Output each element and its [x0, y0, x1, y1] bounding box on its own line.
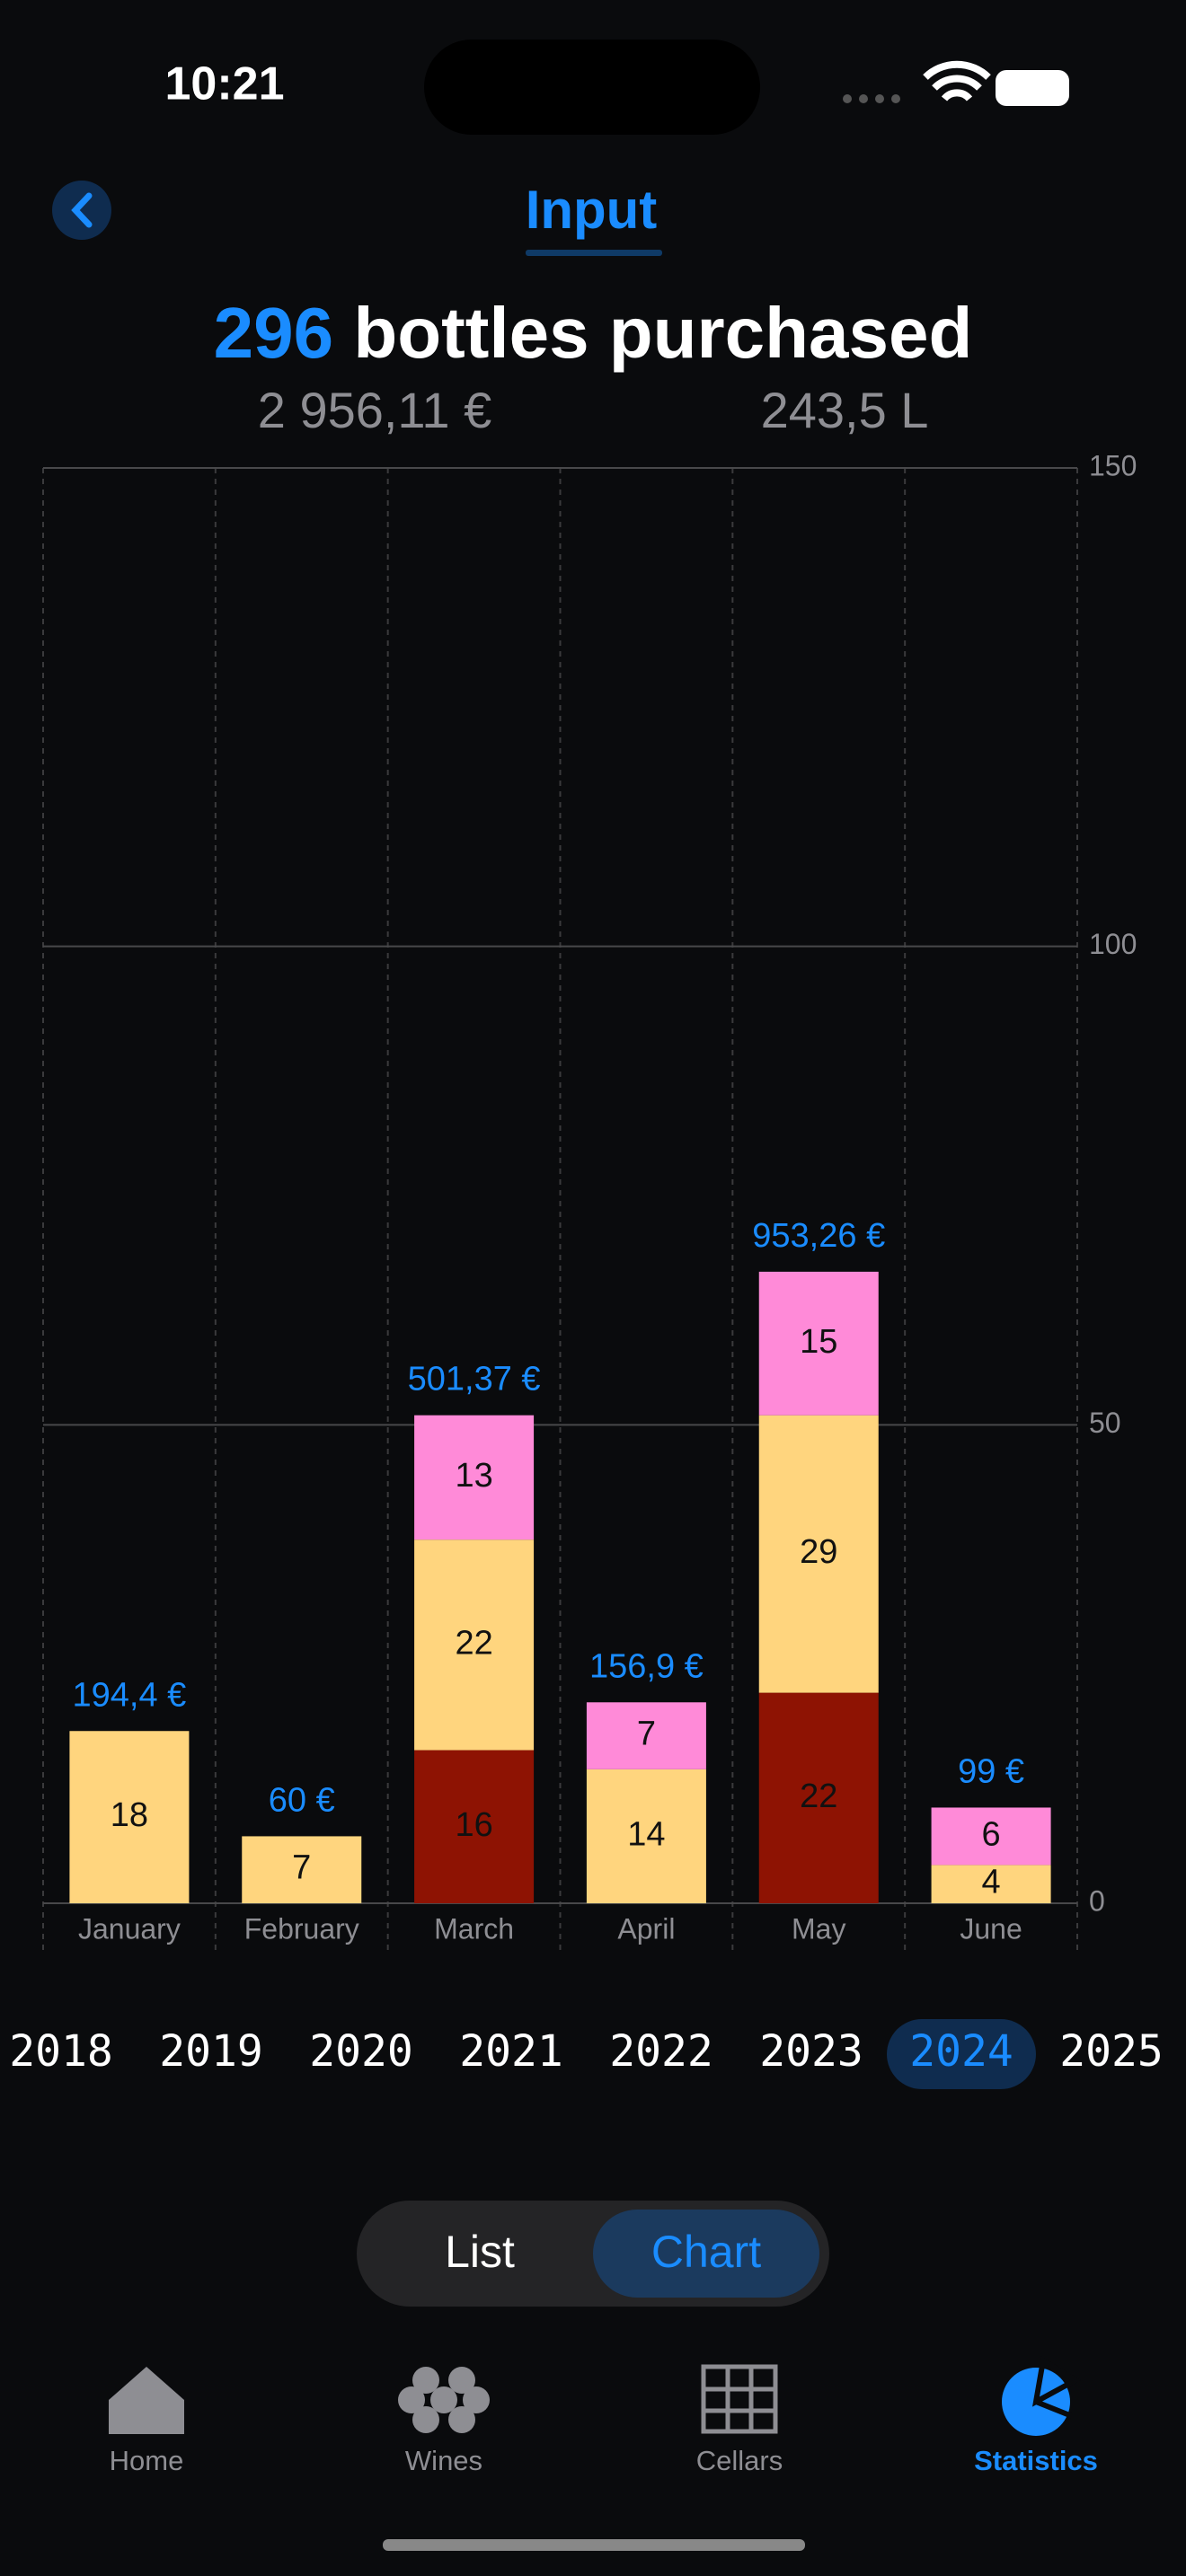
y-tick-label: 100	[1089, 928, 1137, 960]
page-title: Input	[526, 180, 658, 240]
tab-icon	[463, 2386, 490, 2413]
tab-label[interactable]: Wines	[405, 2445, 482, 2476]
total-volume: 243,5 L	[761, 382, 929, 438]
battery	[996, 70, 1069, 106]
bar-segment	[931, 1865, 1051, 1903]
tab-icon	[109, 2367, 184, 2434]
total-label: 60 €	[269, 1781, 335, 1819]
toggle-selected	[593, 2210, 819, 2298]
bar-segment	[242, 1836, 362, 1903]
year[interactable]: 2022	[609, 2026, 713, 2077]
year-selected	[887, 2019, 1036, 2089]
tab-icon	[1031, 2356, 1081, 2419]
year[interactable]: 2025	[1059, 2026, 1164, 2077]
toggle-item[interactable]: Chart	[651, 2227, 761, 2277]
toggle-items: List Chart	[445, 2210, 819, 2298]
dynamic-island	[424, 40, 760, 135]
tab-label[interactable]: Home	[110, 2445, 184, 2476]
title-underline	[526, 250, 662, 256]
year[interactable]: 2024	[909, 2026, 1013, 2077]
year[interactable]: 2020	[309, 2026, 413, 2077]
total-label: 194,4 €	[73, 1676, 187, 1714]
x-tick-label: June	[960, 1912, 1022, 1945]
segment-label: 7	[637, 1716, 656, 1753]
total-price: 2 956,11 €	[258, 382, 492, 438]
bar-segment	[931, 1807, 1051, 1866]
bar-segment	[414, 1415, 535, 1540]
count-label: bottles purchased	[353, 293, 972, 373]
bar-segment	[586, 1702, 706, 1769]
segment-label: 22	[800, 1778, 837, 1815]
y-tick-label: 150	[1089, 449, 1137, 481]
year-picker: 2018 2019 2020 2021 2022 2023 2024 2025	[9, 2019, 1164, 2089]
bar-segment	[758, 1692, 879, 1903]
x-tick-label: May	[792, 1912, 845, 1945]
bar-segment	[414, 1539, 535, 1751]
bar-segment	[586, 1769, 706, 1903]
y-tick-label: 0	[1089, 1884, 1105, 1917]
year[interactable]: 2023	[759, 2026, 863, 2077]
segment-label: 4	[982, 1864, 1001, 1901]
bar-segment	[414, 1750, 535, 1903]
count: 296	[214, 293, 333, 373]
headline: 296 bottles purchased	[214, 293, 973, 373]
bar-segment	[758, 1415, 879, 1693]
segment-label: 16	[455, 1806, 492, 1844]
x-tick-label: April	[617, 1912, 675, 1945]
back-button[interactable]	[52, 181, 111, 240]
wifi	[923, 60, 991, 101]
total-label: 99 €	[958, 1752, 1024, 1790]
tab-icon	[448, 2367, 475, 2394]
segment-label: 18	[111, 1796, 148, 1834]
tab-label[interactable]: Cellars	[696, 2445, 783, 2476]
segment-label: 6	[982, 1815, 1001, 1853]
total-label: 953,26 €	[752, 1217, 885, 1255]
x-tick-label: March	[434, 1912, 514, 1945]
year[interactable]: 2021	[459, 2026, 563, 2077]
toggle-item[interactable]: List	[445, 2227, 515, 2277]
x-tick-label: February	[244, 1912, 359, 1945]
tab-icon	[398, 2386, 425, 2413]
signal	[843, 94, 900, 103]
year[interactable]: 2019	[159, 2026, 263, 2077]
bar-segment	[758, 1271, 879, 1416]
segment-label: 29	[800, 1533, 837, 1571]
total-label: 156,9 €	[589, 1647, 704, 1685]
chart: 0 50 100 150 January 18 194,4 € February 7 60 € Ma…	[42, 449, 1137, 1954]
home-indicator	[383, 2539, 805, 2551]
bar-segment	[69, 1731, 190, 1903]
tab-icon	[430, 2386, 457, 2413]
y-tick-label: 50	[1089, 1407, 1121, 1439]
back-icon	[71, 192, 93, 228]
segment-label: 13	[455, 1457, 492, 1495]
tab-bar: Home Wines Cellars Statistics	[109, 2356, 1098, 2476]
segment-label: 7	[292, 1849, 311, 1887]
total-label: 501,37 €	[408, 1361, 541, 1398]
segment-label: 15	[800, 1323, 837, 1361]
tab-icon	[448, 2406, 475, 2433]
tab-label[interactable]: Statistics	[974, 2445, 1098, 2476]
tab-icon	[412, 2367, 439, 2394]
status-time: 10:21	[165, 58, 285, 110]
segment-label: 22	[455, 1624, 492, 1662]
tab-icon	[701, 2364, 778, 2434]
tab-icon	[412, 2406, 439, 2433]
year[interactable]: 2018	[9, 2026, 113, 2077]
x-tick-label: January	[78, 1912, 181, 1945]
segment-label: 14	[627, 1815, 665, 1853]
